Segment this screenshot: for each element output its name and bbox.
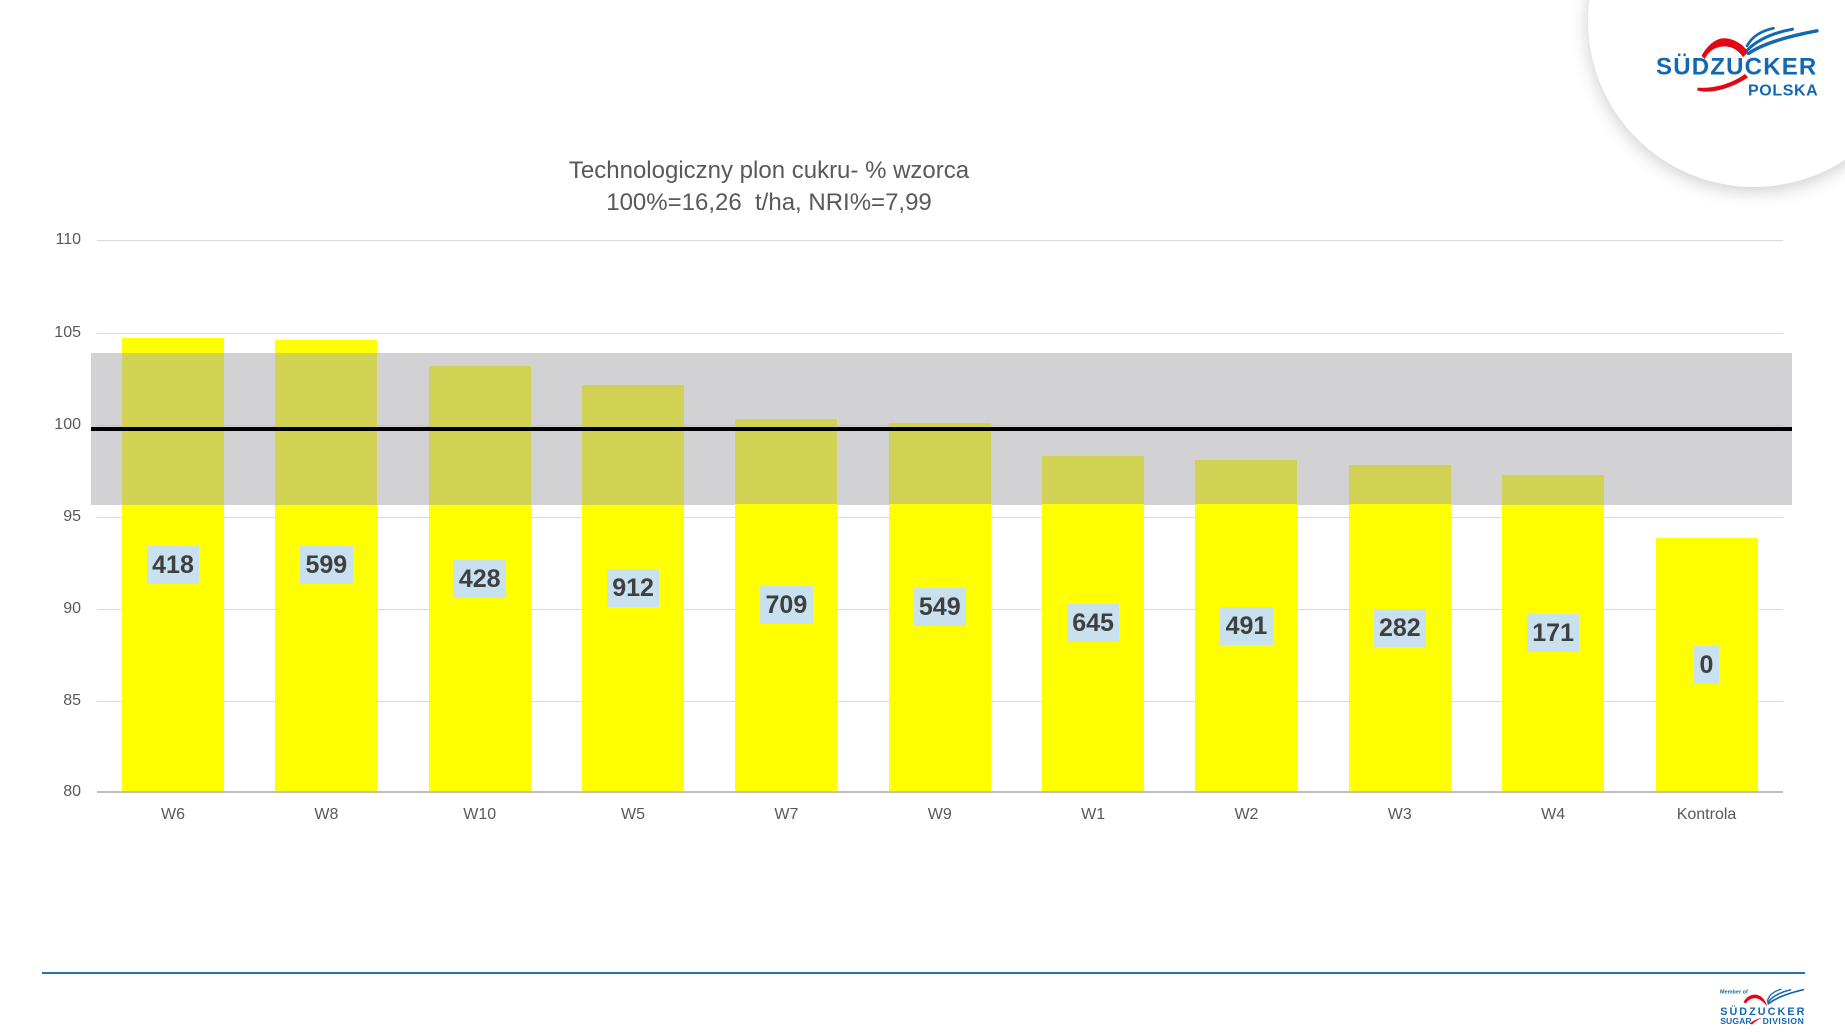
svg-text:Member of: Member of <box>1720 990 1748 996</box>
svg-text:SUGAR: SUGAR <box>1720 1016 1752 1026</box>
svg-text:DIVISION: DIVISION <box>1763 1016 1805 1026</box>
svg-text:POLSKA: POLSKA <box>1748 83 1818 100</box>
svg-text:SÜDZUCKER: SÜDZUCKER <box>1720 1005 1806 1018</box>
svg-text:SÜDZUCKER: SÜDZUCKER <box>1656 54 1817 81</box>
